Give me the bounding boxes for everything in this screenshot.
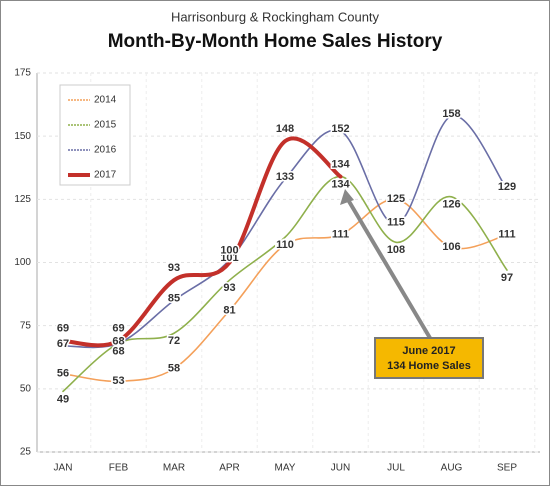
data-label: 133 [276, 171, 294, 183]
data-label: 69 [57, 323, 69, 335]
data-label: 107 [276, 239, 294, 251]
y-tick-label: 175 [14, 68, 31, 79]
data-label: 56 [57, 368, 69, 380]
series-line [61, 136, 343, 348]
data-label: 68 [112, 335, 124, 347]
data-label: 148 [276, 123, 294, 135]
x-tick-label: SEP [497, 463, 517, 474]
data-label: 72 [168, 335, 180, 347]
data-label: 97 [501, 272, 513, 284]
data-label: 100 [220, 244, 238, 256]
annotation-line: 134 Home Sales [387, 360, 471, 372]
legend: 2014 2015 2016 2017 [68, 95, 117, 181]
data-label: 69 [112, 323, 124, 335]
x-tick-label: APR [219, 463, 240, 474]
legend-box [59, 84, 131, 186]
labels: 56 53 58 81 107 111 125 106 111 49 68 72 93 110 134 108… [55, 106, 517, 406]
series-line [62, 115, 508, 349]
x-tick-label: MAR [163, 463, 185, 474]
x-tick-label: JAN [54, 463, 73, 474]
annotation-box [374, 337, 484, 379]
data-label: 158 [442, 108, 460, 120]
x-tick-label: JUN [331, 463, 350, 474]
legend-label: 2015 [94, 120, 117, 131]
x-tick-label: FEB [109, 463, 129, 474]
data-label: 85 [168, 292, 180, 304]
data-label: 106 [442, 241, 460, 253]
annotation-line: June 2017 [402, 345, 455, 357]
annotation-arrow [345, 196, 432, 340]
legend-label: 2014 [94, 95, 117, 106]
data-label: 111 [332, 229, 349, 241]
data-label: 111 [498, 229, 515, 241]
y-tick-label: 25 [20, 447, 32, 458]
y-tick-label: 75 [20, 320, 32, 331]
data-label: 81 [223, 304, 235, 316]
series-line [62, 198, 508, 383]
data-label: 110 [276, 239, 294, 251]
data-label: 125 [387, 193, 405, 205]
data-label: 152 [331, 123, 349, 135]
legend-label: 2017 [94, 170, 117, 181]
data-label: 134 [331, 158, 350, 170]
data-label: 67 [57, 338, 69, 350]
y-tick-label: 50 [20, 383, 32, 394]
data-label: 68 [112, 345, 124, 357]
y-tick-label: 100 [14, 257, 31, 268]
x-tick-label: AUG [441, 463, 463, 474]
data-label: 134 [331, 178, 350, 190]
legend-label: 2016 [94, 145, 117, 156]
arrow-head [340, 189, 354, 205]
data-label: 58 [168, 363, 180, 375]
data-label: 126 [442, 199, 460, 211]
data-label: 93 [223, 282, 235, 294]
chart-subtitle: Harrisonburg & Rockingham County [171, 9, 380, 24]
data-label: 93 [168, 262, 180, 274]
data-label: 101 [220, 252, 238, 264]
data-label: 108 [387, 244, 405, 256]
lines [61, 115, 508, 393]
data-label: 115 [387, 217, 405, 229]
x-tick-label: JUL [387, 463, 405, 474]
data-label: 49 [57, 393, 69, 405]
x-tick-label: MAY [275, 463, 296, 474]
y-tick-label: 125 [14, 194, 31, 205]
data-label: 129 [498, 181, 516, 193]
data-label: 53 [112, 375, 124, 387]
y-tick-label: 150 [14, 131, 31, 142]
chart-title: Month-By-Month Home Sales History [108, 31, 443, 52]
series-line [62, 175, 508, 393]
